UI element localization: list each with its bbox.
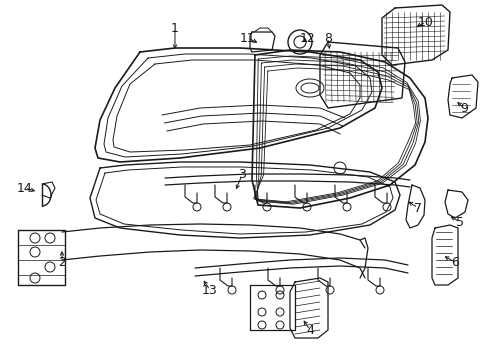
Text: 13: 13 [202,284,218,297]
Text: 7: 7 [413,202,421,215]
Text: 4: 4 [305,324,313,337]
Text: 2: 2 [58,256,66,269]
Text: 6: 6 [450,256,458,269]
Text: 12: 12 [300,31,315,45]
Text: 8: 8 [324,31,331,45]
Text: 5: 5 [455,216,463,229]
Text: 11: 11 [240,31,255,45]
Text: 14: 14 [17,181,33,194]
Text: 3: 3 [238,168,245,181]
Text: 1: 1 [171,22,179,35]
Text: 10: 10 [417,15,433,28]
Text: 9: 9 [459,102,467,114]
